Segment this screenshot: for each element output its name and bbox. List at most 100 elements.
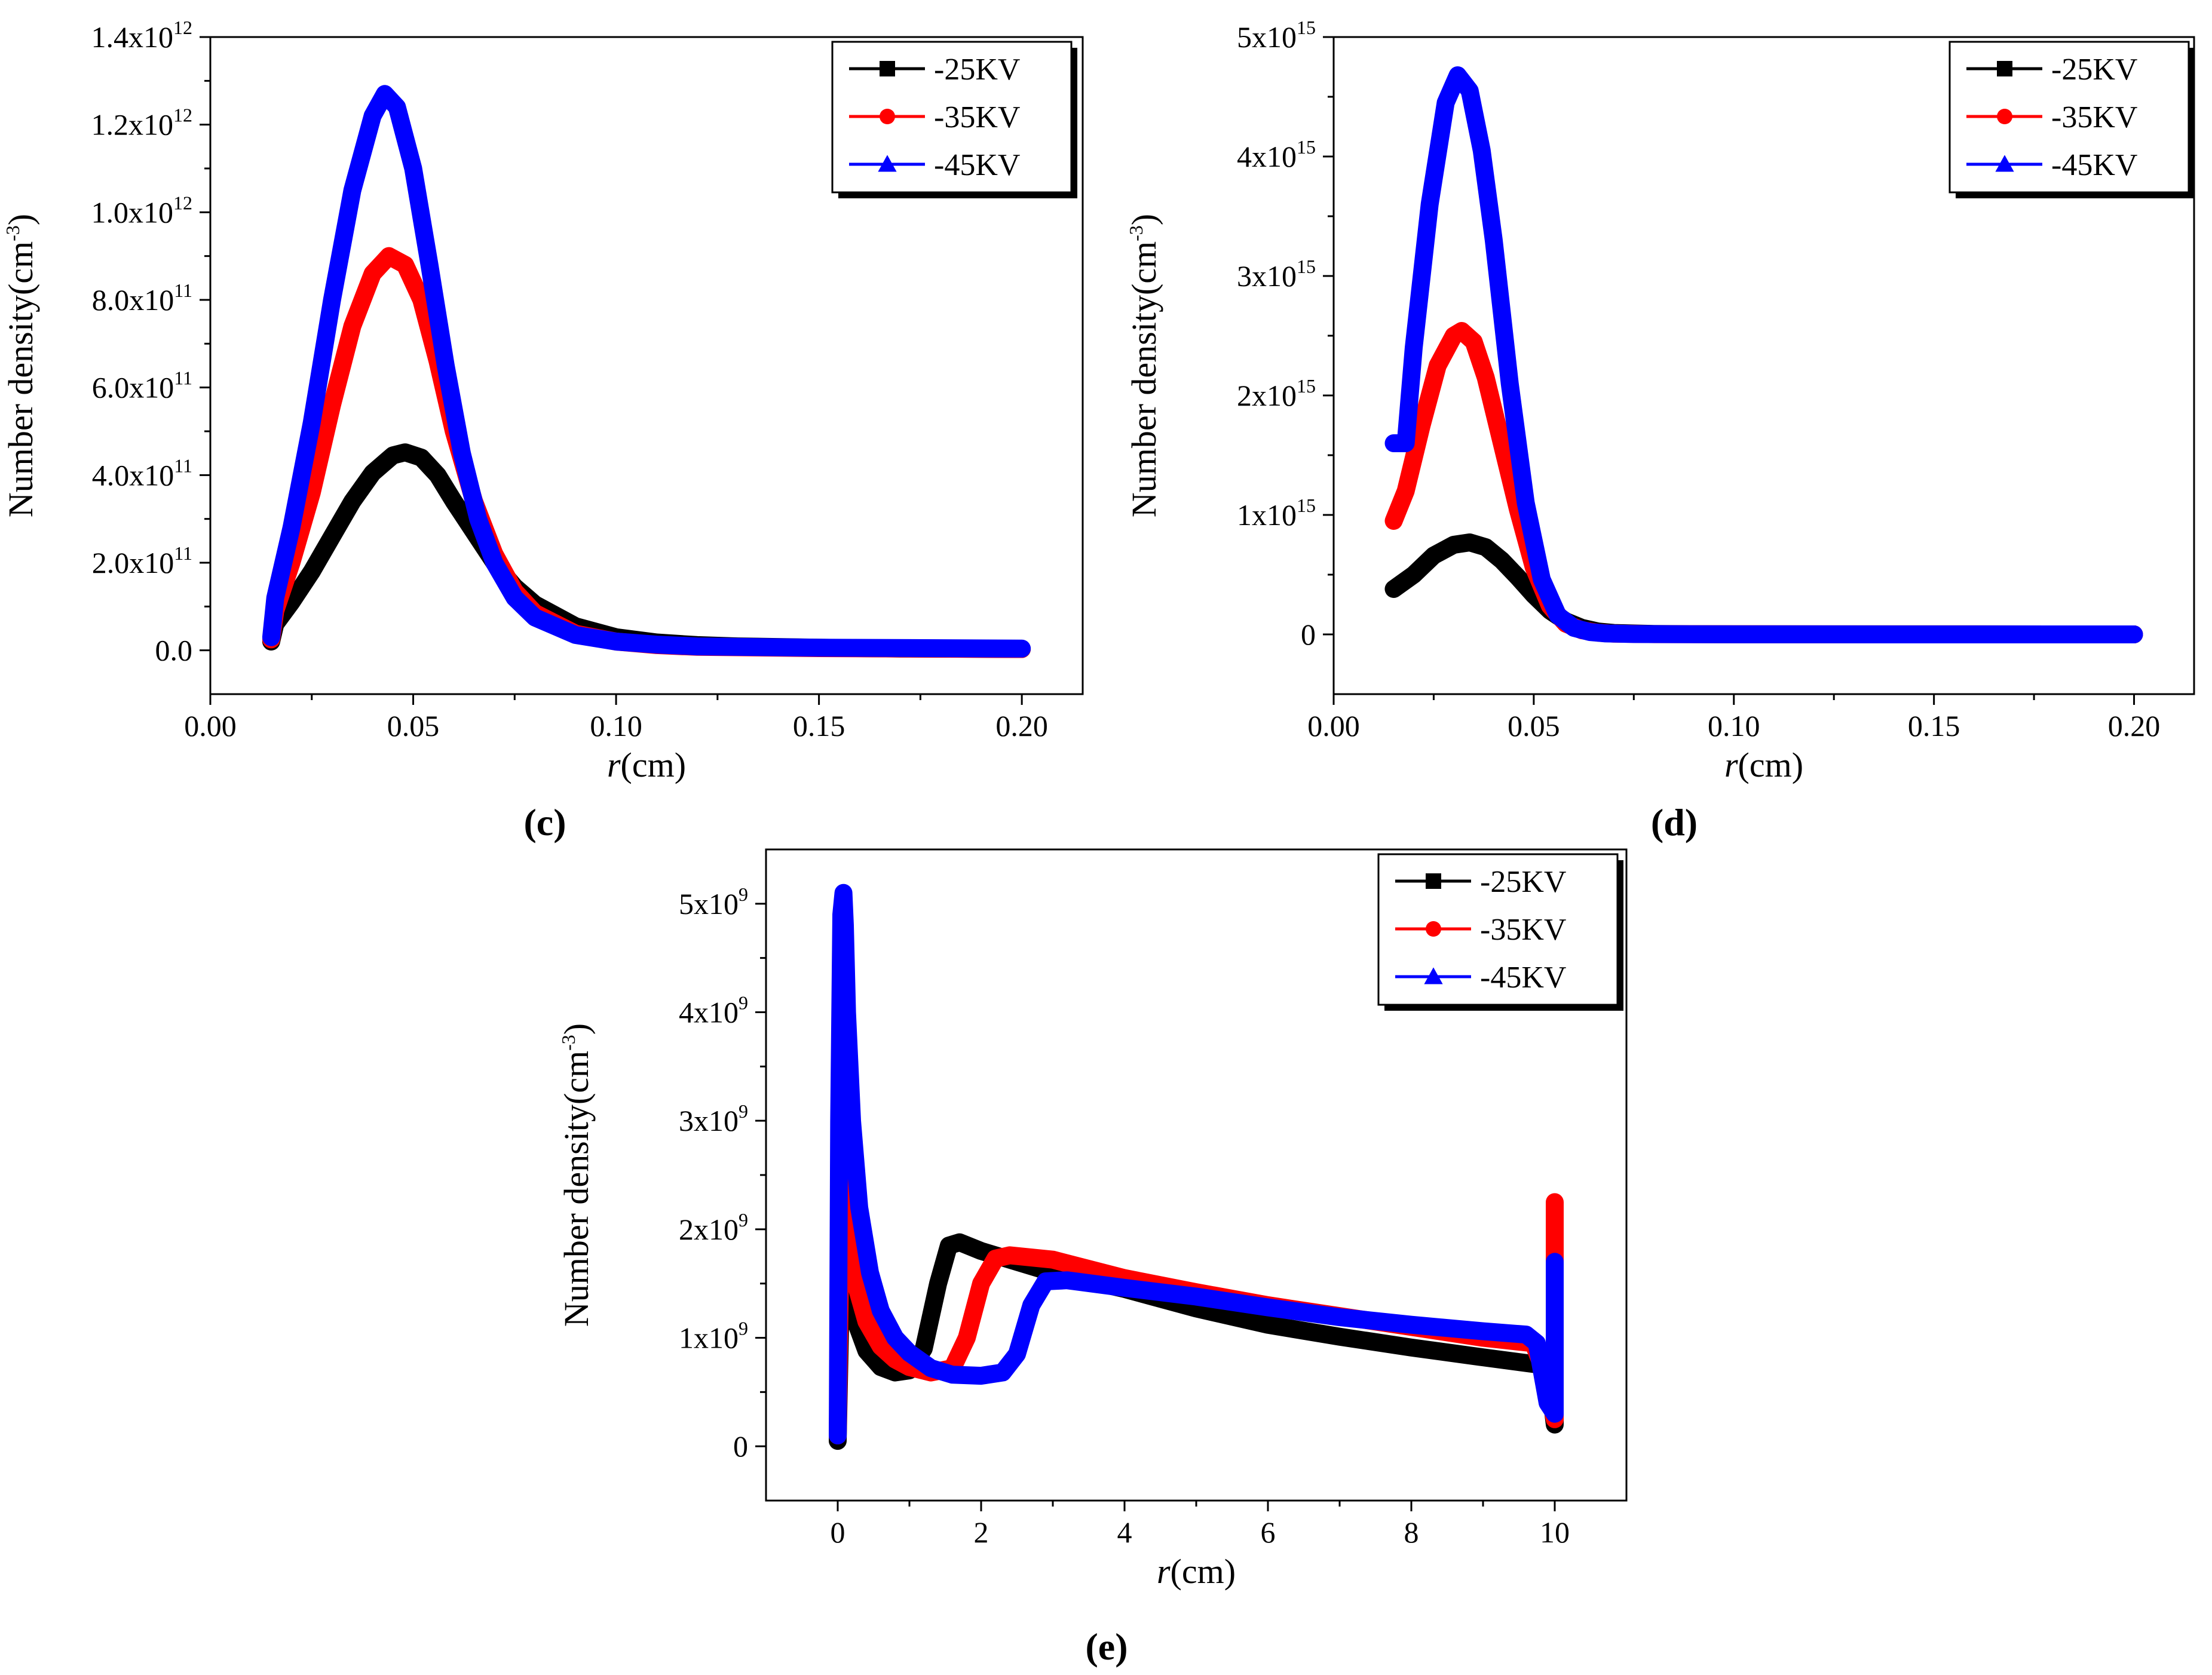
panel-c-series-2 bbox=[262, 85, 1031, 658]
panel-e-series-point--25KV bbox=[933, 1278, 943, 1289]
panel-d-series-point--25KV bbox=[1388, 584, 1399, 594]
panel-e-xtick-label: 6 bbox=[1261, 1516, 1276, 1549]
panel-e-series-point--25KV bbox=[1263, 1319, 1273, 1330]
panel-d-series-point--45KV bbox=[2127, 628, 2141, 640]
panel-c-ytick-label: 4.0x1011 bbox=[92, 455, 192, 492]
panel-e-series-point--45KV bbox=[1190, 1290, 1203, 1302]
panel-d-series-point--25KV bbox=[1448, 539, 1459, 550]
panel-e-series-point--45KV bbox=[837, 886, 850, 898]
panel-e-series-point--35KV bbox=[1549, 1197, 1560, 1208]
panel-e-series-point--25KV bbox=[875, 1361, 886, 1373]
panel-e-chart: 0 2 4 6 8 10 0 1x109 2x109 3x109 4x109 5x109 r(cm) Nu… bbox=[557, 848, 1628, 1591]
panel-e-series-line--45KV bbox=[829, 883, 1564, 1444]
panel-c-series-point--45KV bbox=[345, 183, 359, 196]
panel-d-series-point--25KV bbox=[1512, 572, 1524, 582]
panel-e-series-point--45KV bbox=[1261, 1300, 1274, 1313]
panel-e-xtick-label: 0 bbox=[831, 1516, 845, 1549]
panel-c-yaxis-title: Number density(cm-3) bbox=[1, 214, 40, 517]
panel-e-series-point--45KV bbox=[1476, 1324, 1490, 1337]
panel-c-ytick-label: 1.4x1012 bbox=[91, 17, 193, 54]
panel-e-xtick-label: 4 bbox=[1117, 1516, 1132, 1549]
panel-e-series-point--45KV bbox=[1039, 1275, 1052, 1287]
panel-d-xtick-label: 0.05 bbox=[1508, 709, 1560, 743]
panel-d-legend-marker--35KV bbox=[1997, 109, 2012, 124]
panel-d-legend: -25KV -35KV -45KV bbox=[1948, 41, 2195, 198]
panel-d-series-point--35KV bbox=[1432, 360, 1444, 371]
panel-c-legend: -25KV -35KV -45KV bbox=[831, 41, 1077, 198]
panel-e-series-point--45KV bbox=[1118, 1281, 1131, 1293]
panel-e-series-point--45KV bbox=[838, 919, 851, 931]
panel-d-series-point--35KV bbox=[1416, 420, 1427, 431]
panel-e-series-point--45KV bbox=[1025, 1299, 1038, 1311]
panel-c-legend-marker--25KV bbox=[880, 61, 895, 76]
panel-d-yaxis-title: Number density(cm-3) bbox=[1125, 214, 1163, 517]
panel-e-series-point--25KV bbox=[1334, 1331, 1345, 1342]
panel-e-series-point--45KV bbox=[1548, 1407, 1561, 1419]
panel-d-frame bbox=[1332, 36, 2195, 695]
panel-e-series-point--25KV bbox=[861, 1345, 872, 1357]
panel-c-legend-label--25KV: -25KV bbox=[934, 53, 1020, 87]
panel-d-legend-marker--25KV bbox=[1997, 61, 2012, 76]
panel-e-series-point--45KV bbox=[924, 1361, 938, 1374]
panel-d-series-2 bbox=[1384, 66, 2143, 643]
panel-c-series-point--25KV bbox=[326, 531, 338, 542]
panel-e-series-point--35KV bbox=[1004, 1250, 1015, 1261]
panel-d-series-point--45KV bbox=[1487, 234, 1500, 246]
panel-d-series-point--45KV bbox=[1567, 621, 1580, 633]
panel-e-series-point--45KV bbox=[1541, 1396, 1554, 1409]
panel-d-series-point--45KV bbox=[1387, 437, 1401, 449]
panel-d-legend-label--25KV: -25KV bbox=[2051, 53, 2137, 87]
panel-d-series-point--35KV bbox=[1480, 372, 1491, 383]
panel-e-series-point--45KV bbox=[840, 1005, 854, 1018]
panel-c-series-point--45KV bbox=[285, 521, 298, 533]
panel-d-ytick-label: 4x1015 bbox=[1237, 136, 1316, 173]
panel-e-series-point--45KV bbox=[946, 1368, 959, 1380]
panel-d-legend-label--35KV: -35KV bbox=[2051, 100, 2137, 134]
panel-d-series-0 bbox=[1384, 533, 2143, 643]
panel-c-series-point--25KV bbox=[286, 597, 297, 608]
panel-e-series-point--45KV bbox=[1405, 1318, 1418, 1330]
panel-c-series-point--25KV bbox=[448, 496, 459, 507]
panel-c-series-point--45KV bbox=[390, 100, 404, 112]
panel-e-series-point--45KV bbox=[1548, 1255, 1561, 1267]
panel-e-ytick-label: 0 bbox=[733, 1429, 748, 1463]
panel-d-xtick-label: 0.20 bbox=[2108, 709, 2161, 743]
panel-d-series-point--35KV bbox=[1388, 516, 1399, 526]
panel-c-series-point--35KV bbox=[326, 400, 338, 410]
panel-e-series-point--35KV bbox=[861, 1316, 872, 1327]
panel-e-xtick-label: 10 bbox=[1540, 1516, 1570, 1549]
panel-c-series-point--45KV bbox=[439, 359, 452, 371]
panel-e-ytick-label: 1x109 bbox=[679, 1318, 748, 1355]
panel-e-series-point--45KV bbox=[835, 908, 848, 920]
panel-c-ytick-label: 1.2x1012 bbox=[91, 105, 193, 142]
panel-c-series-point--45KV bbox=[378, 87, 391, 99]
panel-d-series-point--45KV bbox=[1627, 627, 1641, 640]
panel-d-series-point--45KV bbox=[1687, 628, 1701, 640]
panel-e-series-point--45KV bbox=[853, 1201, 866, 1213]
panel-c-series-point--45KV bbox=[325, 293, 339, 305]
panel-d-series-point--35KV bbox=[1468, 336, 1479, 347]
panel-e-legend-marker--35KV bbox=[1426, 921, 1441, 937]
panel-c-series-point--45KV bbox=[691, 640, 704, 652]
panel-c-ytick-label: 6.0x1011 bbox=[92, 367, 192, 404]
panel-e-series-point--45KV bbox=[1519, 1328, 1533, 1340]
panel-d-series-point--35KV bbox=[1456, 326, 1467, 336]
panel-c-xtick-label: 0.20 bbox=[995, 709, 1048, 743]
panel-e-legend-marker--25KV bbox=[1426, 873, 1441, 889]
panel-c-series-point--45KV bbox=[455, 446, 468, 459]
panel-d-series-point--25KV bbox=[1496, 555, 1508, 566]
panel-d-legend-label--45KV: -45KV bbox=[2051, 148, 2137, 182]
panel-c-series-point--25KV bbox=[432, 470, 443, 481]
panel-label-d: (d) bbox=[1651, 801, 1698, 843]
panel-c-series-point--45KV bbox=[305, 416, 318, 428]
panel-e-series-point--45KV bbox=[1333, 1311, 1346, 1323]
panel-d-series-point--45KV bbox=[1583, 625, 1597, 637]
panel-e-series-point--45KV bbox=[1010, 1347, 1024, 1360]
panel-d-series-point--35KV bbox=[1496, 438, 1508, 449]
panel-d-series-point--45KV bbox=[1423, 198, 1436, 210]
panel-e-legend-label--35KV: -35KV bbox=[1480, 913, 1566, 947]
panel-d-series-point--45KV bbox=[1967, 628, 1981, 640]
panel-e-series-point--35KV bbox=[976, 1278, 986, 1289]
panel-c-series-point--35KV bbox=[416, 294, 427, 305]
panel-e-series-point--45KV bbox=[831, 1429, 844, 1441]
